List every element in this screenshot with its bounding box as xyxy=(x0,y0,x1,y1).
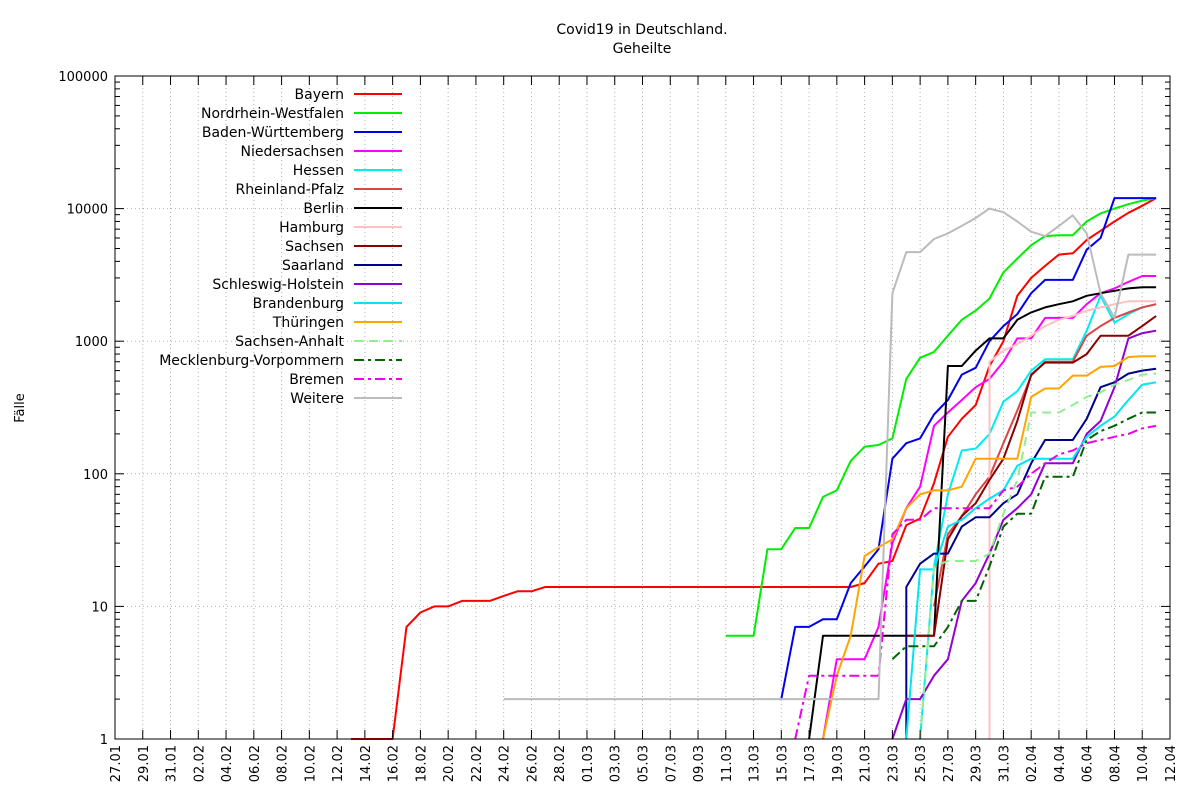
legend-label: Mecklenburg-Vorpommern xyxy=(159,353,344,369)
legend-label: Nordrhein-Westfalen xyxy=(201,106,344,122)
y-tick-label: 100 xyxy=(83,468,108,483)
x-tick-label: 08.02 xyxy=(276,745,291,782)
x-tick-label: 15.03 xyxy=(775,745,790,782)
y-axis-label: Fälle xyxy=(13,393,28,422)
y-tick-label: 10000 xyxy=(67,203,108,218)
series-line xyxy=(725,197,1157,637)
legend: Bayern Nordrhein-Westfalen Baden-Württembe… xyxy=(159,87,402,407)
series-lines xyxy=(351,197,1157,740)
series-line xyxy=(919,294,1157,740)
x-tick-label: 17.03 xyxy=(803,745,818,782)
series-line xyxy=(891,411,1157,660)
legend-label: Saarland xyxy=(282,258,344,274)
series-line xyxy=(351,197,1157,740)
x-tick-label: 06.04 xyxy=(1081,745,1096,782)
legend-label: Bayern xyxy=(295,87,344,103)
x-tick-label: 21.03 xyxy=(859,745,874,782)
x-tick-label: 07.03 xyxy=(664,745,679,782)
x-tick-label: 10.02 xyxy=(303,745,318,782)
legend-label: Schleswig-Holstein xyxy=(212,277,344,293)
y-tick-label: 100000 xyxy=(58,70,108,85)
series-line xyxy=(905,367,1157,739)
y-tick-label: 1 xyxy=(100,733,108,748)
series-line xyxy=(905,381,1157,740)
x-tick-label: 04.02 xyxy=(220,745,235,782)
legend-label: Brandenburg xyxy=(253,296,344,312)
series-line xyxy=(891,329,1157,740)
legend-label: Thüringen xyxy=(272,315,344,331)
x-tick-label: 05.03 xyxy=(637,745,652,782)
series-line xyxy=(503,207,1157,701)
x-tick-label: 27.01 xyxy=(109,745,124,782)
x-tick-label: 04.04 xyxy=(1053,745,1068,782)
x-tick-label: 12.04 xyxy=(1164,745,1179,782)
series-line xyxy=(780,197,1157,700)
x-tick-label: 20.02 xyxy=(442,745,457,782)
x-tick-label: 31.03 xyxy=(997,745,1012,782)
x-tick-label: 18.02 xyxy=(414,745,429,782)
x-tick-label: 29.01 xyxy=(137,745,152,782)
x-tick-label: 23.03 xyxy=(886,745,901,782)
x-tick-label: 09.03 xyxy=(692,745,707,782)
x-tick-label: 03.03 xyxy=(609,745,624,782)
x-tick-label: 02.02 xyxy=(192,745,207,782)
series-line xyxy=(794,424,1157,740)
legend-label: Sachsen-Anhalt xyxy=(235,334,344,350)
legend-label: Weitere xyxy=(290,391,344,407)
x-tick-label: 16.02 xyxy=(387,745,402,782)
x-tick-label: 22.02 xyxy=(470,745,485,782)
x-tick-label: 24.02 xyxy=(498,745,513,782)
y-tick-label: 10 xyxy=(91,600,108,615)
x-tick-label: 06.02 xyxy=(248,745,263,782)
x-tick-label: 08.04 xyxy=(1108,745,1123,782)
plot-frame xyxy=(114,75,1171,740)
x-tick-label: 14.02 xyxy=(359,745,374,782)
x-tick-label: 11.03 xyxy=(720,745,735,782)
chart-subtitle: Geheilte xyxy=(613,41,672,57)
legend-label: Baden-Württemberg xyxy=(202,125,344,141)
x-tick-label: 26.02 xyxy=(525,745,540,782)
legend-label: Hamburg xyxy=(279,220,344,236)
y-tick-label: 1000 xyxy=(75,335,108,350)
legend-label: Rheinland-Pfalz xyxy=(236,182,344,198)
axis-ticks: 1 10 100 1000 10000 100000 27.01 29.01 31.01 02.0… xyxy=(58,70,1179,782)
x-tick-label: 19.03 xyxy=(831,745,846,782)
legend-label: Sachsen xyxy=(285,239,344,255)
x-tick-label: 31.01 xyxy=(165,745,180,782)
legend-label: Niedersachsen xyxy=(241,144,344,160)
series-line xyxy=(822,355,1157,740)
series-line xyxy=(988,300,1157,739)
x-tick-label: 13.03 xyxy=(748,745,763,782)
x-tick-label: 28.02 xyxy=(553,745,568,782)
series-line xyxy=(906,315,1157,637)
legend-label: Berlin xyxy=(303,201,344,217)
x-tick-label: 29.03 xyxy=(970,745,985,782)
x-tick-label: 02.04 xyxy=(1025,745,1040,782)
grid xyxy=(115,76,1170,739)
x-tick-label: 25.03 xyxy=(914,745,929,782)
legend-label: Bremen xyxy=(289,372,344,388)
series-line xyxy=(919,372,1157,740)
x-tick-label: 12.02 xyxy=(331,745,346,782)
series-line xyxy=(933,303,1157,607)
x-tick-label: 10.04 xyxy=(1136,745,1151,782)
chart-title: Covid19 in Deutschland. xyxy=(556,22,727,38)
legend-label: Hessen xyxy=(293,163,344,179)
x-tick-label: 27.03 xyxy=(942,745,957,782)
x-tick-label: 01.03 xyxy=(581,745,596,782)
